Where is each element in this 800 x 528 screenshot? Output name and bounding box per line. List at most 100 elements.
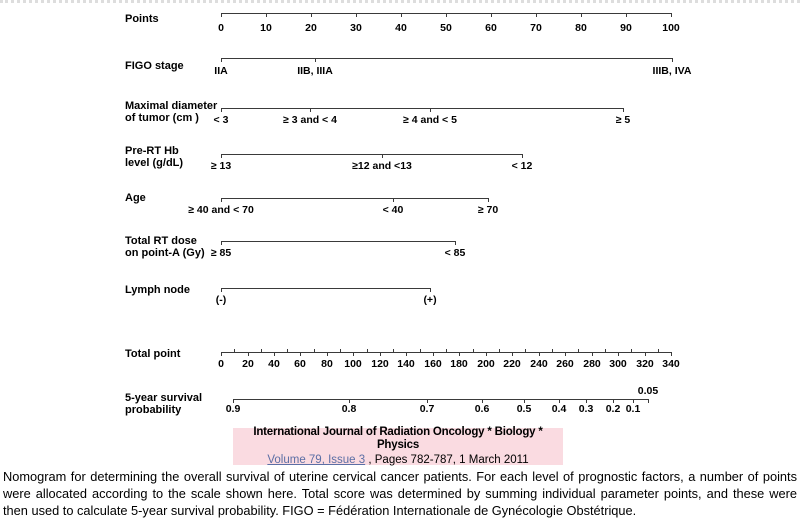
- total-point-tick-label: 120: [371, 358, 389, 370]
- points-tick: [221, 13, 222, 17]
- total-point-tick-label: 200: [477, 358, 495, 370]
- total-point-tick-label: 40: [268, 358, 280, 370]
- tumor-diameter-tick: [310, 108, 311, 112]
- lymph-node-tick-label: (+): [423, 294, 437, 306]
- survival-tick: [559, 399, 560, 403]
- age-tick-label: < 40: [382, 204, 404, 216]
- survival-tick: [613, 399, 614, 403]
- total-point-tick: [671, 352, 672, 356]
- survival-tick-label: 0.8: [341, 403, 357, 415]
- rt-dose-axis-line: [221, 241, 455, 242]
- pre-rt-hb-tick: [221, 154, 222, 158]
- tumor-diameter-tick-label: ≥ 4 and < 5: [403, 114, 457, 126]
- age-tick: [488, 198, 489, 202]
- tumor-diameter-tick-label: ≥ 3 and < 4: [283, 114, 337, 126]
- survival-tick-label: 0.9: [225, 403, 241, 415]
- rt-dose-tick-label: ≥ 85: [210, 247, 232, 259]
- rt-dose-tick-label: < 85: [444, 247, 466, 259]
- total-point-minor-tick: [287, 349, 288, 352]
- pre-rt-hb-tick-label: < 12: [511, 160, 533, 172]
- citation-rest: , Pages 782-787, 1 March 2011: [365, 454, 529, 466]
- total-point-tick-label: 20: [242, 358, 254, 370]
- survival-tick-label: 0.3: [578, 403, 594, 415]
- rt-dose-tick: [455, 241, 456, 245]
- total-point-tick-label: 60: [294, 358, 306, 370]
- total-point-tick: [274, 352, 275, 356]
- total-point-minor-tick: [605, 349, 606, 352]
- total-point-tick: [433, 352, 434, 356]
- survival-tick-label: 0.4: [551, 403, 567, 415]
- total-point-minor-tick: [446, 349, 447, 352]
- pre-rt-hb-axis-line: [221, 154, 522, 155]
- points-tick: [581, 13, 582, 17]
- figo-stage-axis-line: [221, 58, 672, 59]
- total-point-tick-label: 180: [450, 358, 468, 370]
- total-point-tick: [221, 352, 222, 356]
- points-tick-label: 60: [485, 22, 497, 34]
- total-point-tick-label: 100: [344, 358, 362, 370]
- age-axis-title: Age: [125, 192, 146, 204]
- survival-tick-label: 0.05: [637, 385, 659, 397]
- survival-tick: [648, 399, 649, 403]
- lymph-node-tick-label: (-): [215, 294, 227, 306]
- points-tick-label: 10: [260, 22, 272, 34]
- tumor-diameter-axis-line: [221, 108, 623, 109]
- total-point-minor-tick: [367, 349, 368, 352]
- tumor-diameter-axis-title: Maximal diameter of tumor (cm ): [125, 100, 218, 124]
- figo-stage-tick-label: IIIB, IVA: [652, 65, 692, 77]
- points-tick-label: 0: [218, 22, 224, 34]
- total-point-axis-title: Total point: [125, 348, 181, 360]
- survival-tick: [233, 399, 234, 403]
- total-point-minor-tick: [658, 349, 659, 352]
- lymph-node-tick: [221, 288, 222, 292]
- total-point-tick: [645, 352, 646, 356]
- total-point-minor-tick: [340, 349, 341, 352]
- total-point-tick: [565, 352, 566, 356]
- total-point-tick-label: 80: [321, 358, 333, 370]
- points-tick: [401, 13, 402, 17]
- tumor-diameter-tick-label: ≥ 5: [615, 114, 631, 126]
- points-tick-label: 80: [575, 22, 587, 34]
- total-point-minor-tick: [234, 349, 235, 352]
- total-point-axis-line: [221, 352, 671, 353]
- total-point-tick-label: 300: [609, 358, 627, 370]
- survival-tick: [349, 399, 350, 403]
- figo-stage-tick-label: IIA: [214, 65, 228, 77]
- total-point-tick-label: 320: [636, 358, 654, 370]
- survival-tick-label: 0.6: [474, 403, 490, 415]
- age-tick: [221, 198, 222, 202]
- survival-tick: [586, 399, 587, 403]
- rt-dose-axis-title: Total RT dose on point-A (Gy): [125, 235, 205, 259]
- total-point-minor-tick: [473, 349, 474, 352]
- age-tick-label: ≥ 40 and < 70: [188, 204, 254, 216]
- points-tick: [626, 13, 627, 17]
- survival-tick: [633, 399, 634, 403]
- total-point-tick: [327, 352, 328, 356]
- total-point-tick: [353, 352, 354, 356]
- tumor-diameter-tick: [221, 108, 222, 112]
- total-point-tick: [592, 352, 593, 356]
- total-point-tick-label: 140: [397, 358, 415, 370]
- points-tick-label: 90: [620, 22, 632, 34]
- total-point-minor-tick: [631, 349, 632, 352]
- volume-issue-link[interactable]: Volume 79, Issue 3: [267, 454, 366, 466]
- total-point-minor-tick: [314, 349, 315, 352]
- figo-stage-axis-title: FIGO stage: [125, 60, 184, 72]
- pre-rt-hb-tick-label: ≥ 13: [210, 160, 232, 172]
- pre-rt-hb-axis-title: Pre-RT Hb level (g/dL): [125, 145, 184, 169]
- pre-rt-hb-tick: [382, 154, 383, 158]
- age-tick-label: ≥ 70: [477, 204, 499, 216]
- tumor-diameter-tick: [623, 108, 624, 112]
- points-tick-label: 40: [395, 22, 407, 34]
- survival-tick-label: 0.5: [516, 403, 532, 415]
- figo-stage-tick: [315, 58, 316, 62]
- figo-stage-tick: [221, 58, 222, 62]
- total-point-tick: [512, 352, 513, 356]
- rt-dose-tick: [221, 241, 222, 245]
- points-tick-label: 20: [305, 22, 317, 34]
- points-tick: [536, 13, 537, 17]
- total-point-tick-label: 220: [503, 358, 521, 370]
- figure-top-border: [0, 0, 800, 3]
- points-tick-label: 30: [350, 22, 362, 34]
